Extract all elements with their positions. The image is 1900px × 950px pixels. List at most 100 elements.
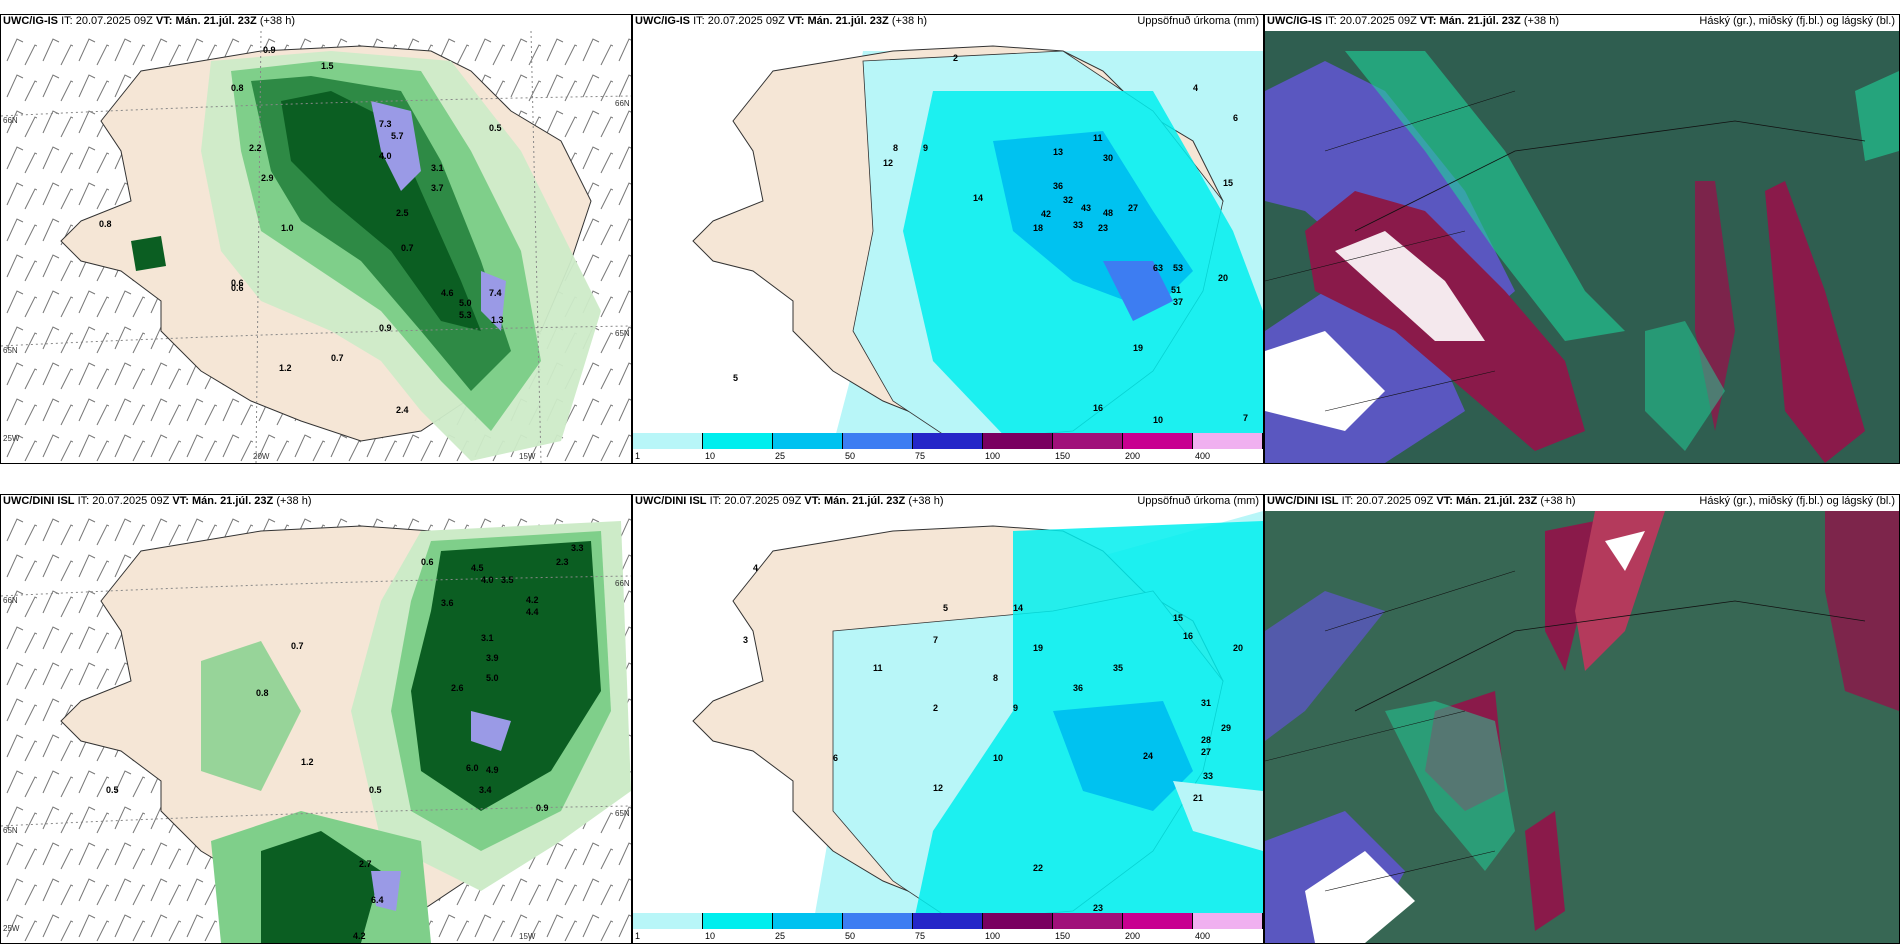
- legend-swatch: [983, 913, 1053, 929]
- it-value: 20.07.2025 09Z: [707, 15, 785, 27]
- vt-label: VT:: [155, 15, 173, 27]
- legend-label: 200: [1125, 451, 1141, 461]
- accum-value: 5: [943, 603, 948, 613]
- precip-rate-value: 3.5: [501, 575, 514, 585]
- accum-value: 14: [973, 193, 983, 203]
- accum-value: 9: [1013, 703, 1018, 713]
- precip-rate-value: 4.2: [353, 931, 366, 941]
- accum-value: 18: [1033, 223, 1043, 233]
- legend-swatch: [633, 913, 703, 929]
- model-name: UWC/DINI ISL: [635, 495, 707, 507]
- precip-rate-value: 5.0: [486, 673, 499, 683]
- panel-header: UWC/DINI ISL IT: 20.07.2025 09Z VT: Mán.…: [1267, 495, 1576, 509]
- precip-rate-value: 0.8: [99, 219, 112, 229]
- wind-precip-map-svg: 0.6 4.5 4.0 3.5 2.3 3.3 3.6 3.1 3.9 5.0 …: [1, 511, 631, 943]
- precip-rate-value: 0.7: [331, 353, 344, 363]
- precip-rate-value: 0.7: [291, 641, 304, 651]
- accum-value: 15: [1173, 613, 1183, 623]
- legend-swatch: [1193, 913, 1263, 929]
- model-name: UWC/DINI ISL: [3, 495, 75, 507]
- model-name: UWC/IG-IS: [1267, 15, 1322, 27]
- accum-value: 16: [1093, 403, 1103, 413]
- legend-label: 50: [845, 931, 856, 941]
- accum-precip-map-svg: 2 3 4 5 6 7 8 9 10 11 12 14 15 16 19 20 …: [633, 511, 1263, 925]
- legend-swatch: [703, 913, 773, 929]
- accum-value: 48: [1103, 208, 1113, 218]
- model-name: UWC/DINI ISL: [1267, 495, 1339, 507]
- accum-value: 7: [933, 635, 938, 645]
- it-label: IT:: [709, 495, 722, 507]
- accum-value: 32: [1063, 195, 1073, 205]
- precip-rate-value: 3.6: [441, 598, 454, 608]
- it-label: IT:: [77, 495, 90, 507]
- vt-label: VT:: [787, 15, 805, 27]
- precip-rate-value: 4.4: [526, 607, 539, 617]
- accum-value: 7: [1243, 413, 1248, 423]
- it-label: IT:: [61, 15, 73, 27]
- it-value: 20.07.2025 09Z: [75, 15, 153, 27]
- accum-value: 10: [993, 753, 1003, 763]
- accum-value: 53: [1173, 263, 1183, 273]
- it-value: 20.07.2025 09Z: [92, 495, 170, 507]
- legend-swatch: [633, 433, 703, 449]
- accum-value: 36: [1073, 683, 1083, 693]
- lead-time: (+38 h): [908, 495, 944, 507]
- accum-value: 37: [1173, 297, 1183, 307]
- vt-value: Mán. 21.júl. 23Z: [807, 15, 889, 27]
- accum-value: 35: [1113, 663, 1123, 673]
- lon-label: 15W: [519, 932, 536, 941]
- lead-time: (+38 h): [1540, 495, 1576, 507]
- legend-label: 50: [845, 451, 856, 461]
- map-panel-wind-precip-row2: UWC/DINI ISL IT: 20.07.2025 09Z VT: Mán.…: [0, 494, 632, 944]
- precip-rate-value: 5.7: [391, 131, 404, 141]
- legend-swatch: [1123, 433, 1193, 449]
- precip-rate-value: 0.8: [256, 688, 269, 698]
- precip-rate-value: 1.0: [281, 223, 294, 233]
- vt-label: VT:: [172, 495, 189, 507]
- accum-value: 28: [1201, 735, 1211, 745]
- precip-rate-value: 4.2: [526, 595, 539, 605]
- precip-title: Uppsöfnuð úrkoma (mm): [1137, 495, 1259, 507]
- accum-value: 2: [953, 53, 958, 63]
- precip-rate-value: 0.8: [231, 83, 244, 93]
- precip-rate-value: 4.6: [441, 288, 454, 298]
- vt-value: Mán. 21.júl. 23Z: [175, 15, 257, 27]
- accum-value: 8: [993, 673, 998, 683]
- accum-value: 6: [833, 753, 838, 763]
- precip-rate-value: 2.3: [556, 557, 569, 567]
- accum-value: 10: [1153, 415, 1163, 425]
- accum-precip-map-svg: 2 4 6 8 9 11 12 13 14 15 18 22 23 27 30 …: [633, 31, 1263, 445]
- legend-label: 25: [775, 451, 786, 461]
- lead-time: (+38 h): [259, 15, 295, 27]
- legend-label: 100: [985, 931, 1001, 941]
- it-label: IT:: [693, 15, 705, 27]
- lead-time: (+38 h): [1523, 15, 1559, 27]
- precip-rate-value: 4.9: [486, 765, 499, 775]
- it-value: 20.07.2025 09Z: [1339, 15, 1417, 27]
- vt-value: Mán. 21.júl. 23Z: [823, 495, 906, 507]
- precip-rate-value: 0.9: [263, 45, 276, 55]
- accum-value: 30: [1103, 153, 1113, 163]
- panel-header: UWC/DINI ISL IT: 20.07.2025 09Z VT: Mán.…: [3, 495, 312, 509]
- accum-value: 11: [873, 663, 883, 673]
- wind-precip-map-svg: 0.9 0.8 1.5 2.2 3.1 4.0 5.7 7.3 2.9 1.0 …: [1, 31, 631, 463]
- lead-time: (+38 h): [276, 495, 312, 507]
- accum-value: 51: [1171, 285, 1181, 295]
- precip-rate-value: 1.2: [301, 757, 314, 767]
- accum-value: 42: [1041, 209, 1051, 219]
- precip-rate-value: 2.2: [249, 143, 262, 153]
- accum-value: 15: [1223, 178, 1233, 188]
- accum-value: 23: [1093, 903, 1103, 913]
- legend-label: 400: [1195, 931, 1211, 941]
- precip-rate-value: 6.0: [466, 763, 479, 773]
- legend-swatch: [1053, 433, 1123, 449]
- map-panel-wind-precip-row1: UWC/IG-IS IT: 20.07.2025 09Z VT: Mán. 21…: [0, 14, 632, 464]
- precip-legend: 1 10 25 50 75 100 150 200 400: [633, 433, 1263, 461]
- cloud-map-svg: [1265, 31, 1899, 463]
- accum-value: 22: [1033, 863, 1043, 873]
- precip-rate-value: 4.0: [379, 151, 392, 161]
- precip-rate-value: 7.3: [379, 119, 392, 129]
- lat-label-right: 66N: [615, 579, 630, 588]
- it-value: 20.07.2025 09Z: [724, 495, 802, 507]
- accum-value: 12: [933, 783, 943, 793]
